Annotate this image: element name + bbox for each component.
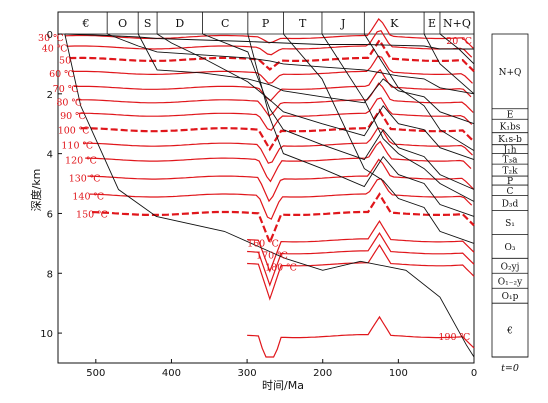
isotherm-label-100: 100 ℃ — [58, 126, 90, 137]
isotherm-180 — [247, 243, 475, 301]
period-label-3: S — [144, 17, 152, 30]
isotherm-40 — [67, 29, 473, 58]
y-axis-title: 深度/km — [29, 169, 43, 212]
x-tick-label: 300 — [238, 368, 257, 379]
isotherm-70 — [73, 68, 472, 102]
strat-label-3: K₁bs — [500, 122, 521, 132]
isotherm-50 — [69, 38, 475, 73]
isotherm-80 — [76, 82, 474, 117]
strat-label-7: T₂k — [502, 167, 518, 177]
isotherm-label-60: 60 ℃ — [49, 69, 75, 80]
isotherm-150 — [91, 192, 475, 246]
t0-label: t=0 — [501, 363, 519, 374]
isotherm-label-180: 180 ℃ — [265, 262, 297, 273]
burial-curve-7 — [283, 33, 475, 244]
plot-frame — [57, 11, 475, 364]
y-tick-label: 2 — [47, 90, 53, 101]
isotherm-140 — [89, 177, 473, 220]
period-label-9: K — [390, 17, 399, 30]
x-tick-label: 200 — [313, 368, 332, 379]
isotherm-label-140: 140 ℃ — [72, 192, 104, 203]
strat-label-10: D₃d — [502, 199, 519, 209]
isotherm-90 — [78, 97, 473, 131]
period-label-7: T — [299, 17, 307, 30]
x-tick-label: 400 — [162, 368, 181, 379]
burial-curve-8 — [321, 33, 475, 202]
isotherm-label-90: 90 ℃ — [60, 111, 86, 122]
period-label-11: N+Q — [443, 17, 471, 30]
isotherm-label-50: 50 — [59, 55, 71, 66]
burial-curve-2 — [107, 33, 475, 95]
period-label-2: O — [118, 17, 127, 30]
burial-curve-10 — [423, 33, 475, 95]
burial-curve-3 — [137, 33, 475, 125]
isotherm-label-150: 150 ℃ — [76, 209, 108, 220]
strat-label-6: T₃a — [503, 155, 519, 165]
strat-label-15: O₁p — [502, 292, 519, 302]
period-label-6: P — [262, 17, 270, 30]
isotherm-label-120: 120 ℃ — [65, 156, 97, 167]
strat-label-9: C — [507, 187, 514, 197]
y-tick-label: 8 — [47, 269, 53, 280]
strat-label-2: E — [507, 111, 514, 121]
strat-label-16: € — [506, 327, 513, 337]
isotherm-160 — [247, 219, 475, 273]
period-label-8: J — [340, 17, 345, 30]
isotherm-label-70: 70 ℃ — [53, 84, 79, 95]
y-tick-label: 10 — [40, 329, 53, 340]
strat-label-4: K₁s-b — [498, 135, 522, 145]
x-tick-label: 0 — [471, 368, 477, 379]
period-label-4: D — [175, 17, 184, 30]
basement-curve — [64, 33, 475, 358]
isotherm-label-40: 40 ℃ — [42, 43, 68, 54]
strat-label-14: O₁₋₂y — [498, 277, 523, 287]
burial-curve-4 — [156, 33, 475, 161]
burial-curve-1 — [64, 33, 474, 50]
y-tick-label: 6 — [47, 209, 53, 220]
y-tick-label: 4 — [47, 150, 53, 161]
isotherm-labels: 30 ℃40 ℃50 60 ℃ 70 ℃ 80 ℃ 90 ℃ 100 ℃ 110 ℃ 120 … — [38, 33, 472, 343]
strat-label-11: S₁ — [505, 219, 515, 229]
isotherm-label-160: 160 ℃ — [247, 238, 279, 249]
isotherm-label-190: 190 ℃ — [438, 332, 470, 343]
period-label-1: € — [81, 17, 89, 30]
burial-curve-11 — [439, 33, 475, 65]
strat-label-12: O₃ — [505, 243, 516, 253]
period-label-10: E — [428, 17, 436, 30]
burial-curve-9 — [363, 33, 475, 151]
isotherm-label-80: 80 ℃ — [56, 97, 82, 108]
strat-label-8: P — [507, 177, 513, 187]
x-tick-label: 100 — [389, 368, 408, 379]
isotherm-190 — [247, 315, 475, 358]
period-header: € O S D C P T J K E N+Q — [58, 12, 474, 35]
period-label-5: C — [221, 17, 229, 30]
x-tick-label: 500 — [86, 368, 105, 379]
isotherm-170 — [247, 231, 475, 287]
isotherm-label-130: 130 ℃ — [69, 174, 101, 185]
isotherm-60 — [71, 55, 473, 84]
isotherm-30 — [64, 17, 474, 49]
strat-label-13: O₂yj — [501, 262, 520, 272]
axes: 500 400 300 200 100 0 0 2 4 6 8 10 — [40, 30, 477, 379]
x-axis-title: 时间/Ma — [262, 379, 304, 392]
isotherm-120 — [85, 140, 472, 183]
plot-border — [57, 11, 475, 364]
y-tick-label: 0 — [47, 30, 53, 41]
isotherm-label-110: 110 ℃ — [61, 141, 93, 152]
isotherm-label-170: 170 ℃ — [256, 250, 288, 261]
isotherm-label-30: 30 ℃ — [38, 33, 64, 44]
burial-curves — [64, 33, 475, 358]
isotherm-110 — [83, 127, 473, 164]
burial-curve-6 — [247, 33, 475, 217]
isotherm-label-20: 20 ℃ — [446, 36, 472, 47]
isotherm-lines — [64, 17, 475, 358]
strat-label-1: N+Q — [499, 68, 522, 78]
strat-label-5: J₁h — [502, 146, 516, 156]
